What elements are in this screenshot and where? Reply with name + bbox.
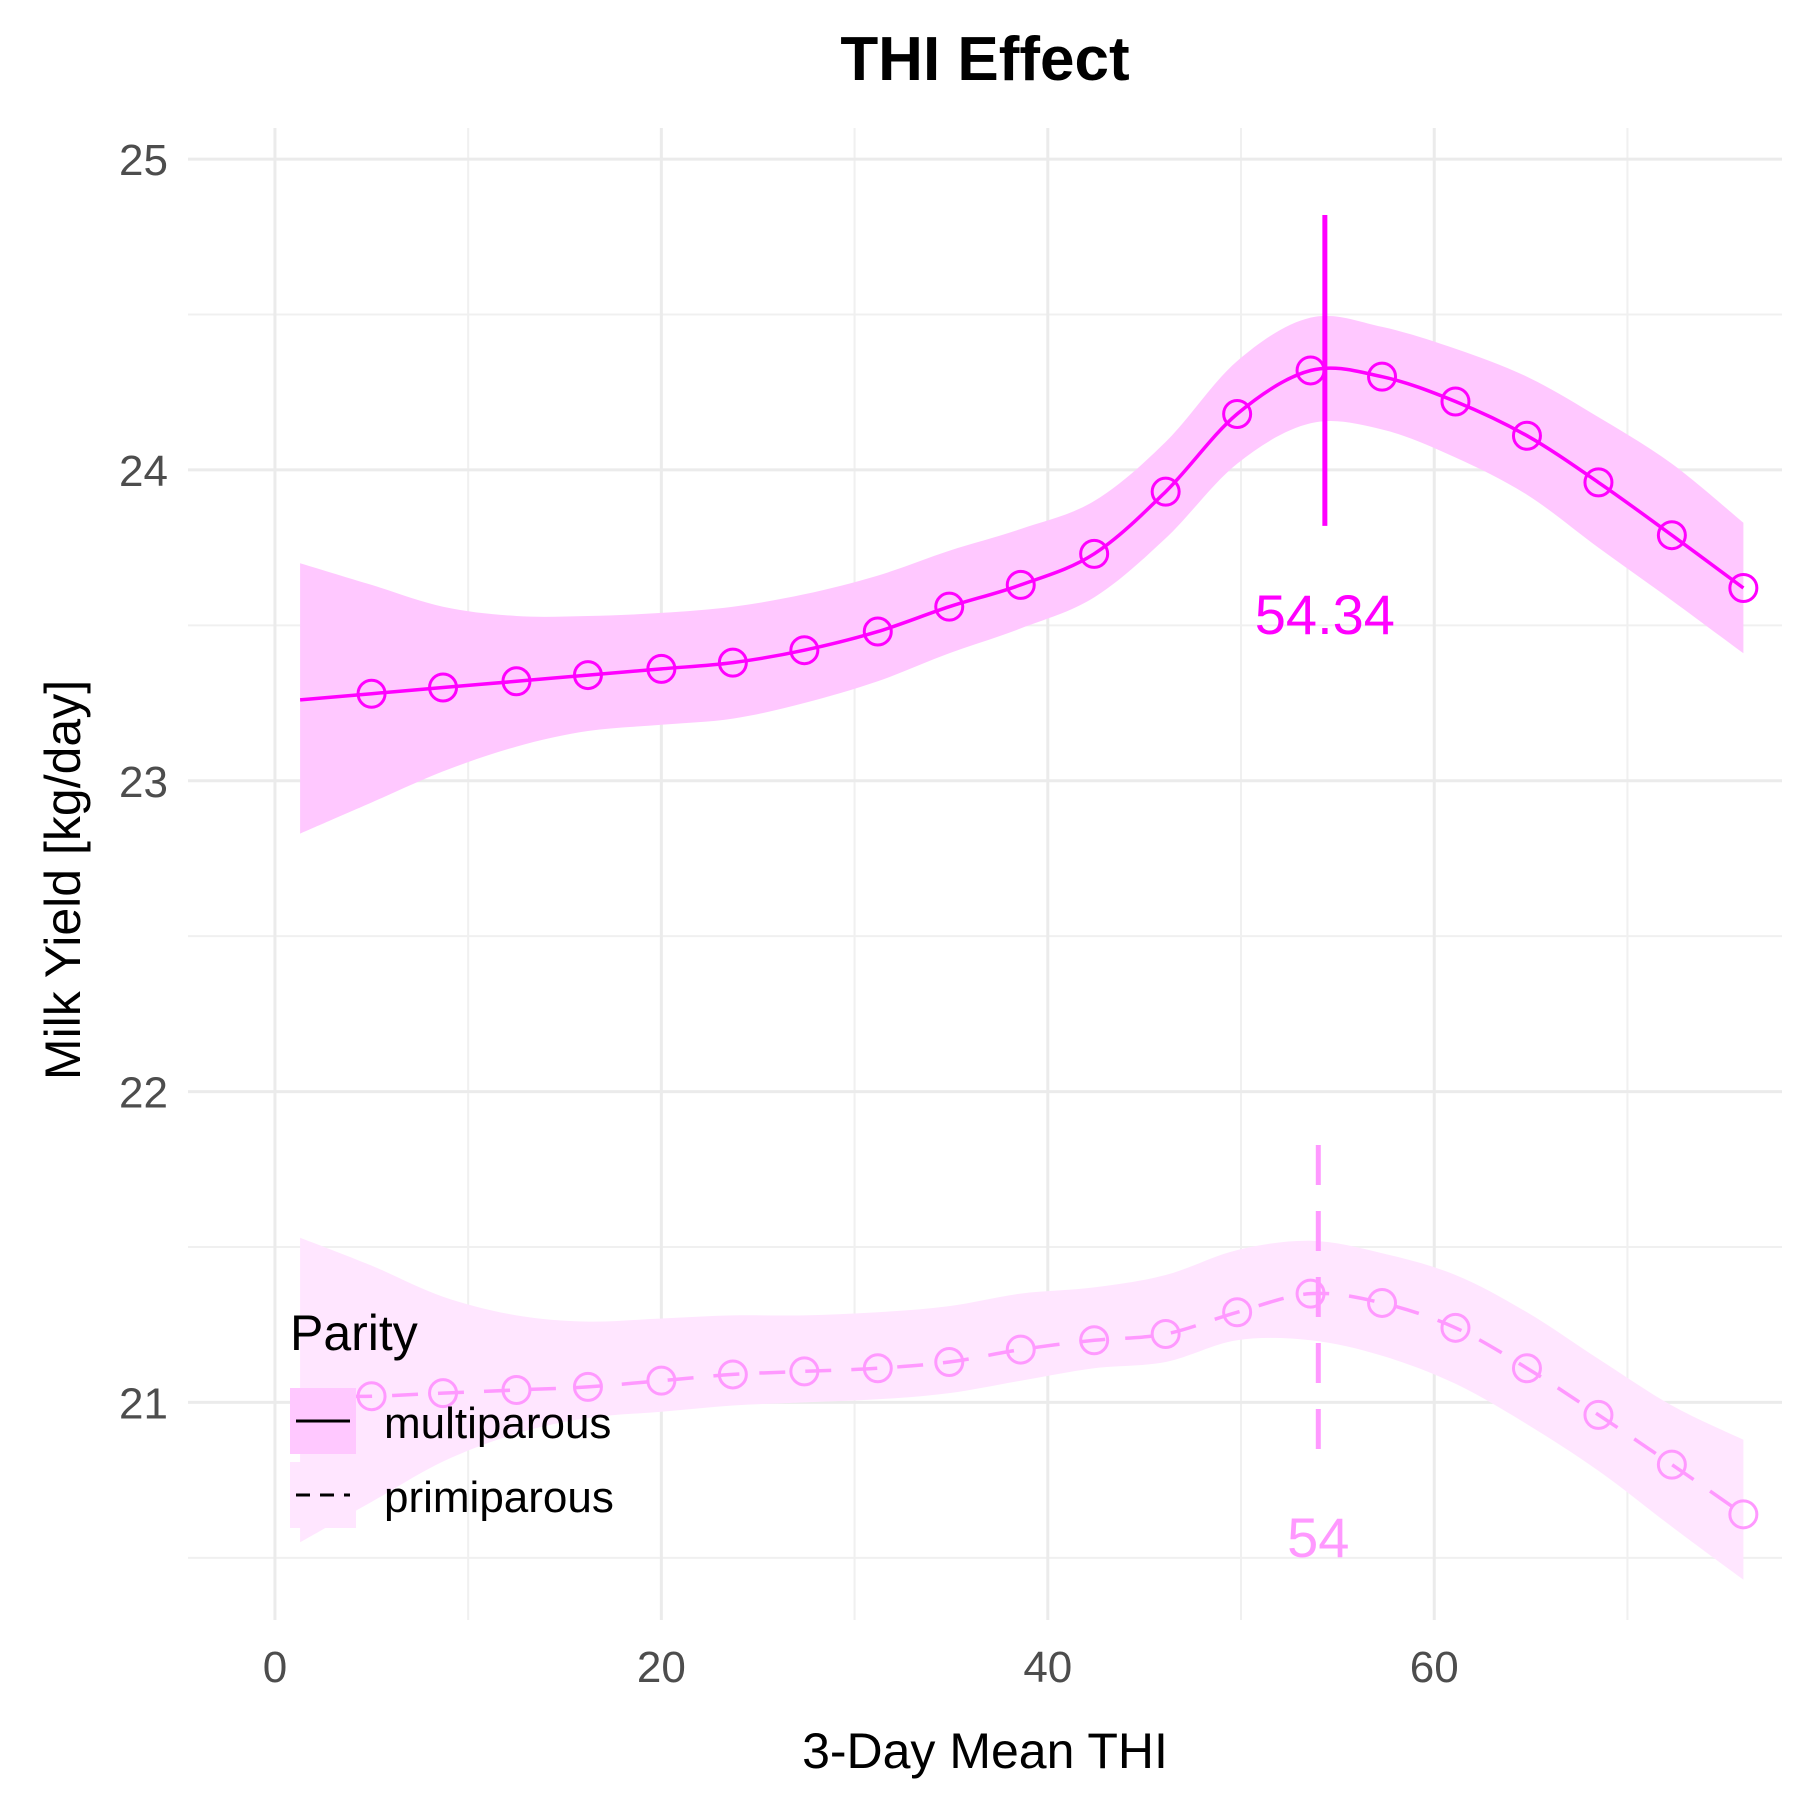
point-multiparous bbox=[717, 647, 748, 678]
x-tick-label: 0 bbox=[263, 1643, 287, 1692]
ribbon-primiparous bbox=[300, 1237, 1744, 1580]
point-multiparous bbox=[1150, 476, 1181, 507]
point-multiparous bbox=[789, 635, 820, 666]
point-primiparous bbox=[356, 1381, 387, 1412]
point-multiparous bbox=[646, 653, 677, 684]
point-multiparous bbox=[1367, 361, 1398, 392]
peak-label-multiparous: 54.34 bbox=[1255, 583, 1395, 646]
point-multiparous bbox=[356, 678, 387, 709]
point-primiparous bbox=[717, 1359, 748, 1390]
y-axis-title: Milk Yield [kg/day] bbox=[35, 680, 91, 1080]
point-multiparous bbox=[1656, 520, 1687, 551]
chart-title: THI Effect bbox=[840, 25, 1129, 94]
y-tick-label: 25 bbox=[119, 136, 168, 185]
x-tick-label: 20 bbox=[637, 1643, 686, 1692]
legend: Parity multiparous primiparous bbox=[290, 1305, 614, 1528]
x-tick-label: 40 bbox=[1023, 1643, 1072, 1692]
legend-label-primiparous: primiparous bbox=[384, 1473, 614, 1522]
point-primiparous bbox=[1511, 1353, 1542, 1384]
point-multiparous bbox=[934, 591, 965, 622]
y-tick-labels: 21 22 23 24 25 bbox=[119, 136, 168, 1428]
point-primiparous bbox=[1728, 1499, 1759, 1530]
point-multiparous bbox=[1222, 398, 1253, 429]
point-primiparous bbox=[1295, 1278, 1326, 1309]
point-primiparous bbox=[1583, 1399, 1614, 1430]
point-multiparous bbox=[1440, 386, 1471, 417]
point-multiparous bbox=[862, 616, 893, 647]
point-primiparous bbox=[501, 1374, 532, 1405]
point-primiparous bbox=[934, 1347, 965, 1378]
line-multiparous bbox=[299, 366, 1745, 702]
peak-label-primiparous: 54 bbox=[1287, 1506, 1349, 1569]
point-primiparous bbox=[1656, 1449, 1687, 1480]
point-primiparous bbox=[789, 1356, 820, 1387]
x-tick-labels: 0 20 40 60 bbox=[263, 1643, 1459, 1692]
point-multiparous bbox=[1583, 467, 1614, 498]
x-tick-label: 60 bbox=[1410, 1643, 1459, 1692]
point-primiparous bbox=[1222, 1297, 1253, 1328]
point-primiparous bbox=[428, 1378, 459, 1409]
point-multiparous bbox=[1005, 569, 1036, 600]
point-primiparous bbox=[646, 1365, 677, 1396]
point-primiparous bbox=[1367, 1287, 1398, 1318]
point-multiparous bbox=[428, 672, 459, 703]
point-primiparous bbox=[1005, 1334, 1036, 1365]
y-tick-label: 21 bbox=[119, 1379, 168, 1428]
point-primiparous bbox=[1079, 1325, 1110, 1356]
point-multiparous bbox=[1079, 538, 1110, 569]
legend-title: Parity bbox=[290, 1305, 418, 1361]
point-multiparous bbox=[1511, 420, 1542, 451]
legend-label-multiparous: multiparous bbox=[384, 1399, 611, 1448]
line-primiparous bbox=[300, 1291, 1745, 1516]
series-lines bbox=[299, 366, 1745, 1516]
point-primiparous bbox=[1150, 1319, 1181, 1350]
point-multiparous bbox=[501, 666, 532, 697]
point-primiparous bbox=[572, 1371, 603, 1402]
point-multiparous bbox=[1728, 573, 1759, 604]
ribbon-multiparous bbox=[300, 315, 1744, 834]
y-tick-label: 24 bbox=[119, 447, 168, 496]
y-tick-label: 23 bbox=[119, 758, 168, 807]
point-primiparous bbox=[862, 1353, 893, 1384]
confidence-ribbons bbox=[300, 315, 1744, 1580]
point-primiparous bbox=[1440, 1312, 1471, 1343]
x-axis-title: 3-Day Mean THI bbox=[802, 1723, 1168, 1779]
peak-markers: 54.34 54 bbox=[1255, 215, 1395, 1569]
y-tick-label: 22 bbox=[119, 1069, 168, 1118]
point-multiparous bbox=[572, 660, 603, 691]
